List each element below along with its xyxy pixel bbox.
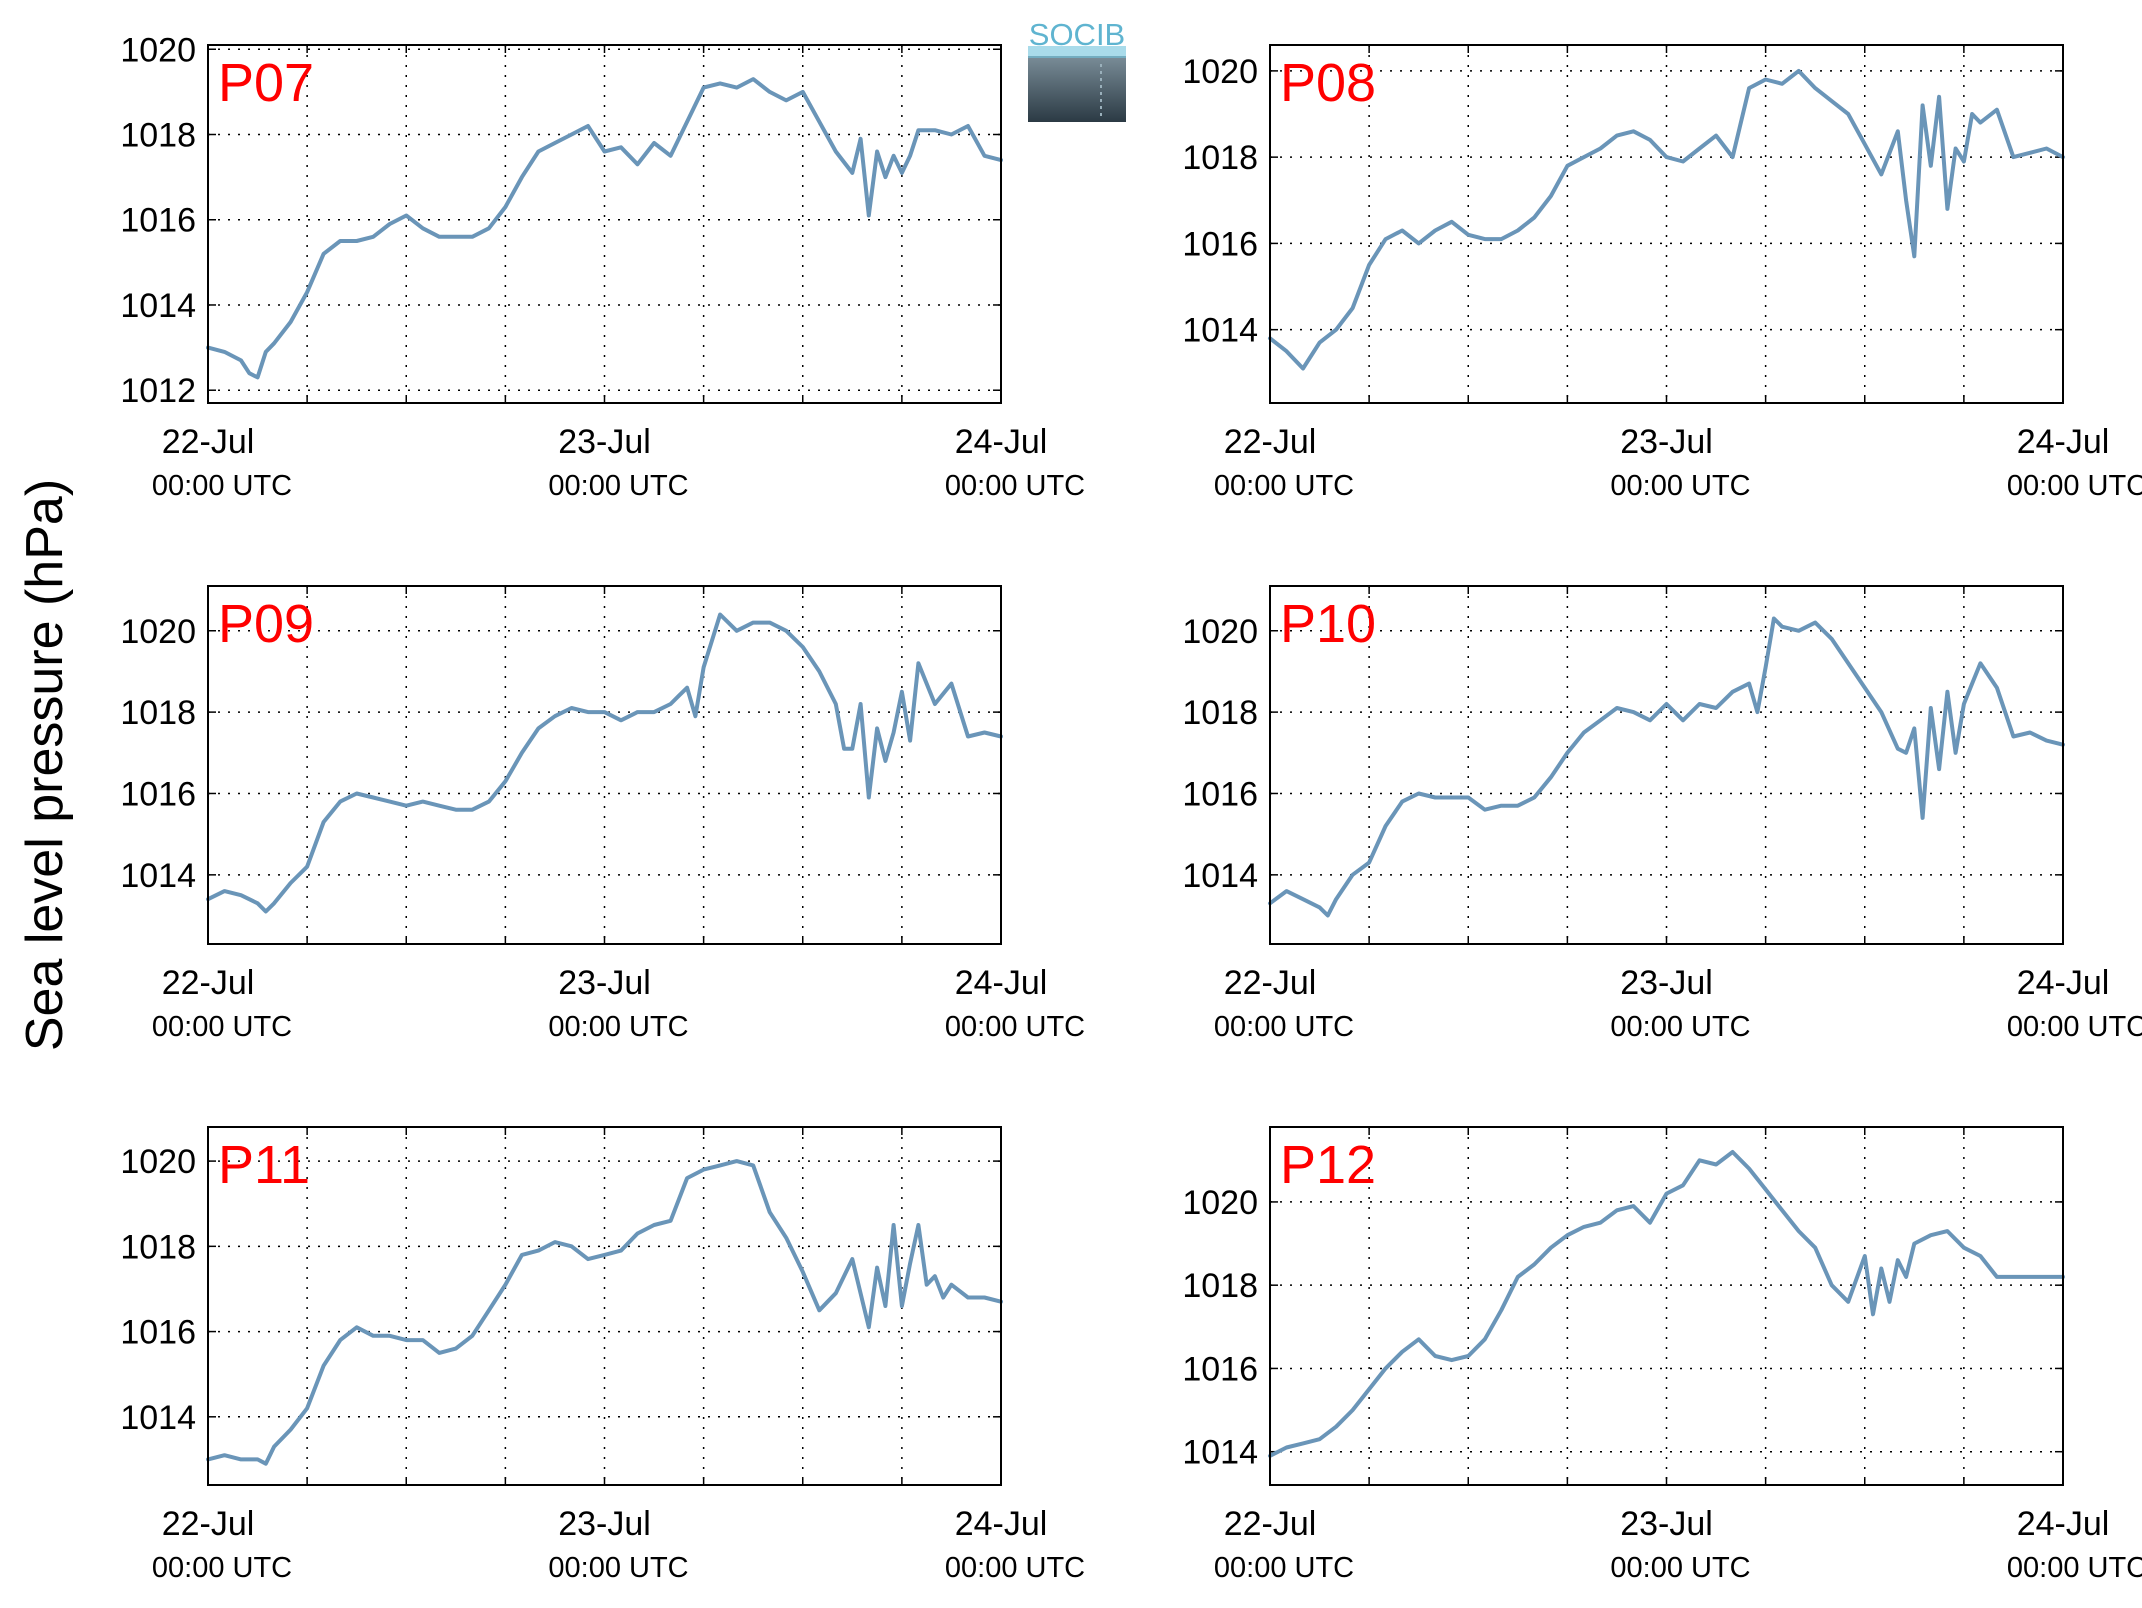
series-line-p12	[1268, 1150, 2065, 1458]
panel-title: P11	[218, 1135, 310, 1195]
panel-p11: 1014 1016 1018 1020 22-Jul 00:00 UTC 23-Jul 00:…	[120, 1126, 1085, 1584]
x-tick-sublabel: 00:00 UTC	[548, 1552, 688, 1584]
y-tick-label: 1018	[120, 694, 196, 732]
y-tick-label: 1016	[1182, 225, 1258, 263]
x-tick-sublabel: 00:00 UTC	[2007, 470, 2142, 502]
logo-text: SOCIB	[1029, 17, 1125, 52]
x-tick-sublabel: 00:00 UTC	[2007, 1552, 2142, 1584]
x-tick-label: 23-Jul	[1620, 423, 1713, 461]
figure-ylabel: Sea level pressure (hPa)	[16, 479, 74, 1051]
plot-frame	[207, 44, 1002, 404]
plot-area	[1270, 45, 2063, 403]
x-tick-sublabel: 00:00 UTC	[2007, 1011, 2142, 1043]
panel-title: P09	[218, 594, 314, 654]
panels: 1012 1014 1016 1018 1020 22-Jul 00:00 UTC 23-Ju…	[120, 31, 2142, 1584]
x-tick-sublabel: 00:00 UTC	[548, 1011, 688, 1043]
x-tick-sublabel: 00:00 UTC	[945, 1552, 1085, 1584]
x-tick-label: 24-Jul	[2017, 423, 2110, 461]
y-tick-label: 1020	[120, 31, 196, 69]
logo-wave	[1028, 46, 1126, 58]
x-tick-sublabel: 00:00 UTC	[152, 470, 292, 502]
panel-title: P07	[218, 53, 314, 113]
y-tick-label: 1016	[1182, 1350, 1258, 1388]
plot-frame	[1269, 585, 2064, 945]
socib-logo: SOCIB	[1028, 17, 1126, 122]
x-tick-sublabel: 00:00 UTC	[1610, 1552, 1750, 1584]
x-tick-label: 24-Jul	[2017, 1505, 2110, 1543]
plot-frame	[207, 1126, 1002, 1486]
y-tick-label: 1016	[120, 775, 196, 813]
series-line-p09	[206, 612, 1003, 914]
y-tick-label: 1012	[120, 372, 196, 410]
panel-p07: 1012 1014 1016 1018 1020 22-Jul 00:00 UTC 23-Ju…	[120, 31, 1085, 502]
x-tick-label: 23-Jul	[558, 1505, 651, 1543]
plot-frame	[1269, 44, 2064, 404]
x-tick-label: 23-Jul	[1620, 964, 1713, 1002]
x-tick-sublabel: 00:00 UTC	[1610, 470, 1750, 502]
y-tick-label: 1014	[1182, 312, 1258, 350]
x-tick-label: 22-Jul	[162, 423, 255, 461]
panel-title: P08	[1280, 53, 1376, 113]
x-tick-label: 23-Jul	[558, 964, 651, 1002]
y-tick-label: 1016	[1182, 775, 1258, 813]
plot-area	[1270, 586, 2063, 944]
x-tick-label: 22-Jul	[1224, 964, 1317, 1002]
y-tick-label: 1018	[120, 117, 196, 155]
x-tick-label: 24-Jul	[2017, 964, 2110, 1002]
plot-area	[208, 45, 1001, 403]
plot-area	[1270, 1127, 2063, 1485]
panel-p09: 1014 1016 1018 1020 22-Jul 00:00 UTC 23-Jul 00:…	[120, 585, 1085, 1043]
x-tick-label: 23-Jul	[558, 423, 651, 461]
x-tick-sublabel: 00:00 UTC	[1214, 470, 1354, 502]
y-tick-label: 1020	[120, 1143, 196, 1181]
y-tick-label: 1014	[120, 1399, 196, 1437]
y-tick-label: 1020	[120, 613, 196, 651]
panel-title: P10	[1280, 594, 1376, 654]
plot-frame	[207, 585, 1002, 945]
x-tick-label: 22-Jul	[162, 1505, 255, 1543]
x-tick-label: 24-Jul	[955, 423, 1048, 461]
x-tick-label: 22-Jul	[1224, 423, 1317, 461]
x-tick-label: 24-Jul	[955, 1505, 1048, 1543]
x-tick-sublabel: 00:00 UTC	[945, 470, 1085, 502]
y-tick-label: 1014	[1182, 857, 1258, 895]
y-tick-label: 1018	[1182, 1267, 1258, 1305]
x-tick-label: 24-Jul	[955, 964, 1048, 1002]
panel-p10: 1014 1016 1018 1020 22-Jul 00:00 UTC 23-Jul 00:…	[1182, 585, 2142, 1043]
y-tick-label: 1016	[120, 1314, 196, 1352]
x-tick-sublabel: 00:00 UTC	[152, 1552, 292, 1584]
y-tick-label: 1020	[1182, 53, 1258, 91]
logo-block	[1028, 56, 1126, 122]
y-tick-label: 1018	[1182, 694, 1258, 732]
x-tick-sublabel: 00:00 UTC	[1214, 1552, 1354, 1584]
plot-area	[208, 1127, 1001, 1485]
y-tick-label: 1018	[1182, 139, 1258, 177]
x-tick-label: 23-Jul	[1620, 1505, 1713, 1543]
y-tick-label: 1014	[120, 287, 196, 325]
x-tick-sublabel: 00:00 UTC	[1610, 1011, 1750, 1043]
y-tick-label: 1014	[1182, 1434, 1258, 1472]
y-tick-label: 1018	[120, 1228, 196, 1266]
x-tick-sublabel: 00:00 UTC	[1214, 1011, 1354, 1043]
panel-p12: 1014 1016 1018 1020 22-Jul 00:00 UTC 23-Jul 00:…	[1182, 1126, 2142, 1584]
x-tick-label: 22-Jul	[162, 964, 255, 1002]
panel-title: P12	[1280, 1135, 1376, 1195]
x-tick-sublabel: 00:00 UTC	[945, 1011, 1085, 1043]
plot-frame	[1269, 1126, 2064, 1486]
y-tick-label: 1020	[1182, 613, 1258, 651]
plot-area	[208, 586, 1001, 944]
x-tick-sublabel: 00:00 UTC	[152, 1011, 292, 1043]
x-tick-sublabel: 00:00 UTC	[548, 470, 688, 502]
series-line-p11	[206, 1159, 1003, 1466]
series-line-p07	[206, 77, 1003, 380]
y-tick-label: 1016	[120, 202, 196, 240]
series-line-p10	[1268, 616, 2065, 918]
y-tick-label: 1020	[1182, 1184, 1258, 1222]
panel-p08: 1014 1016 1018 1020 22-Jul 00:00 UTC 23-Jul 00:…	[1182, 44, 2142, 502]
y-tick-label: 1014	[120, 857, 196, 895]
series-line-p08	[1268, 68, 2065, 371]
x-tick-label: 22-Jul	[1224, 1505, 1317, 1543]
